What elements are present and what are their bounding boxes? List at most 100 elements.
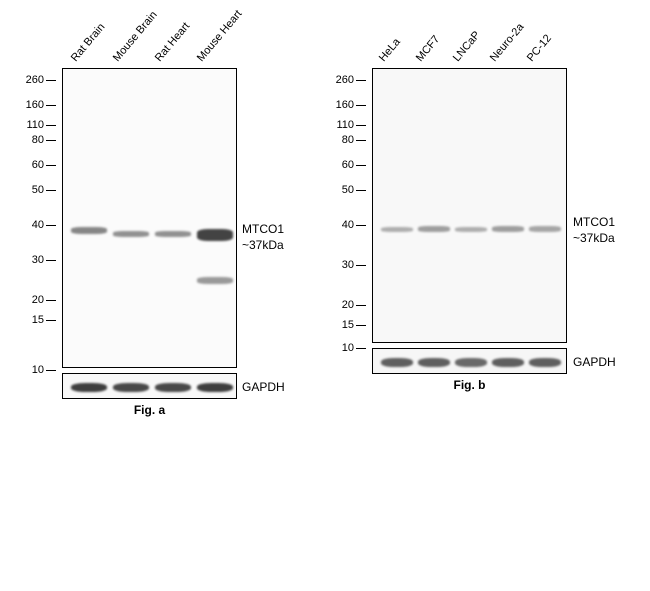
- protein-band: [381, 227, 413, 232]
- protein-label-a: MTCO1 ~37kDa: [242, 222, 284, 253]
- figure-b: HeLa MCF7 LNCaP Neuro-2a PC-12 260160110…: [330, 60, 567, 392]
- protein-band: [155, 231, 191, 237]
- mw-tick: [46, 260, 56, 261]
- mw-value: 10: [342, 342, 354, 354]
- gapdh-blot-a: [62, 373, 237, 399]
- protein-mw: ~37kDa: [242, 238, 284, 254]
- mw-tick: [46, 165, 56, 166]
- gapdh-band: [71, 383, 107, 392]
- mw-value: 15: [32, 314, 44, 326]
- main-blot-a: [62, 68, 237, 368]
- mw-marker: 30: [32, 254, 56, 266]
- protein-label-b: MTCO1 ~37kDa: [573, 215, 615, 246]
- mw-ladder-b: 2601601108060504030201510: [324, 74, 366, 349]
- mw-tick: [356, 140, 366, 141]
- protein-band: [529, 226, 561, 232]
- mw-value: 60: [342, 159, 354, 171]
- mw-value: 160: [336, 99, 354, 111]
- lane-label: Rat Brain: [69, 21, 108, 64]
- main-blot-b: [372, 68, 567, 343]
- mw-marker: 20: [32, 294, 56, 306]
- mw-marker: 160: [26, 99, 56, 111]
- protein-band: [418, 226, 450, 232]
- mw-ladder-a: 260 160 110 80 60 50 40 30 20 15 10: [14, 74, 56, 374]
- mw-tick: [46, 370, 56, 371]
- mw-tick: [356, 190, 366, 191]
- mw-marker: 15: [342, 319, 366, 331]
- mw-value: 160: [26, 99, 44, 111]
- mw-marker: 50: [342, 184, 366, 196]
- gapdh-band: [529, 358, 561, 367]
- mw-tick: [46, 80, 56, 81]
- mw-tick: [46, 125, 56, 126]
- mw-marker: 110: [336, 119, 366, 131]
- protein-band: [71, 227, 107, 234]
- mw-marker: 30: [342, 259, 366, 271]
- mw-value: 30: [32, 254, 44, 266]
- fig-caption-a: Fig. a: [134, 403, 165, 417]
- mw-marker: 10: [342, 342, 366, 354]
- mw-value: 60: [32, 159, 44, 171]
- lane-label: Rat Heart: [153, 20, 192, 64]
- protein-band: [113, 231, 149, 237]
- mw-value: 110: [26, 119, 44, 131]
- mw-value: 260: [26, 74, 44, 86]
- mw-value: 10: [32, 364, 44, 376]
- mw-value: 50: [342, 184, 354, 196]
- mw-value: 40: [32, 219, 44, 231]
- mw-tick: [356, 305, 366, 306]
- mw-marker: 110: [26, 119, 56, 131]
- mw-tick: [46, 300, 56, 301]
- mw-value: 20: [342, 299, 354, 311]
- gapdh-band: [113, 383, 149, 392]
- mw-marker: 15: [32, 314, 56, 326]
- gapdh-band: [455, 358, 487, 367]
- lane-label: Neuro-2a: [488, 21, 527, 64]
- mw-value: 15: [342, 319, 354, 331]
- mw-value: 80: [342, 134, 354, 146]
- mw-marker: 60: [32, 159, 56, 171]
- mw-value: 40: [342, 219, 354, 231]
- lane-label: HeLa: [377, 36, 403, 64]
- mw-marker: 50: [32, 184, 56, 196]
- mw-value: 110: [336, 119, 354, 131]
- mw-marker: 260: [336, 74, 366, 86]
- mw-marker: 60: [342, 159, 366, 171]
- gapdh-label-b: GAPDH: [573, 355, 616, 369]
- mw-tick: [46, 225, 56, 226]
- gapdh-band: [381, 358, 413, 367]
- protein-mw: ~37kDa: [573, 231, 615, 247]
- mw-tick: [356, 225, 366, 226]
- lane-label: PC-12: [525, 32, 554, 64]
- mw-tick: [46, 320, 56, 321]
- protein-band: [197, 229, 233, 241]
- protein-band: [197, 277, 233, 284]
- fig-caption-b: Fig. b: [454, 378, 486, 392]
- mw-marker: 10: [32, 364, 56, 376]
- lane-label: MCF7: [414, 33, 442, 64]
- mw-value: 50: [32, 184, 44, 196]
- mw-tick: [356, 80, 366, 81]
- mw-marker: 160: [336, 99, 366, 111]
- mw-tick: [356, 348, 366, 349]
- gapdh-blot-b: [372, 348, 567, 374]
- mw-tick: [46, 105, 56, 106]
- gapdh-band: [418, 358, 450, 367]
- mw-tick: [356, 125, 366, 126]
- gapdh-band: [197, 383, 233, 392]
- mw-value: 30: [342, 259, 354, 271]
- mw-marker: 40: [342, 219, 366, 231]
- mw-tick: [46, 140, 56, 141]
- mw-value: 20: [32, 294, 44, 306]
- mw-tick: [356, 265, 366, 266]
- protein-band: [455, 227, 487, 232]
- lane-label: LNCaP: [451, 29, 483, 64]
- mw-marker: 80: [32, 134, 56, 146]
- mw-marker: 80: [342, 134, 366, 146]
- mw-tick: [46, 190, 56, 191]
- gapdh-label-a: GAPDH: [242, 380, 285, 394]
- mw-marker: 40: [32, 219, 56, 231]
- mw-value: 80: [32, 134, 44, 146]
- mw-marker: 20: [342, 299, 366, 311]
- figure-a: Rat Brain Mouse Brain Rat Heart Mouse He…: [20, 60, 237, 417]
